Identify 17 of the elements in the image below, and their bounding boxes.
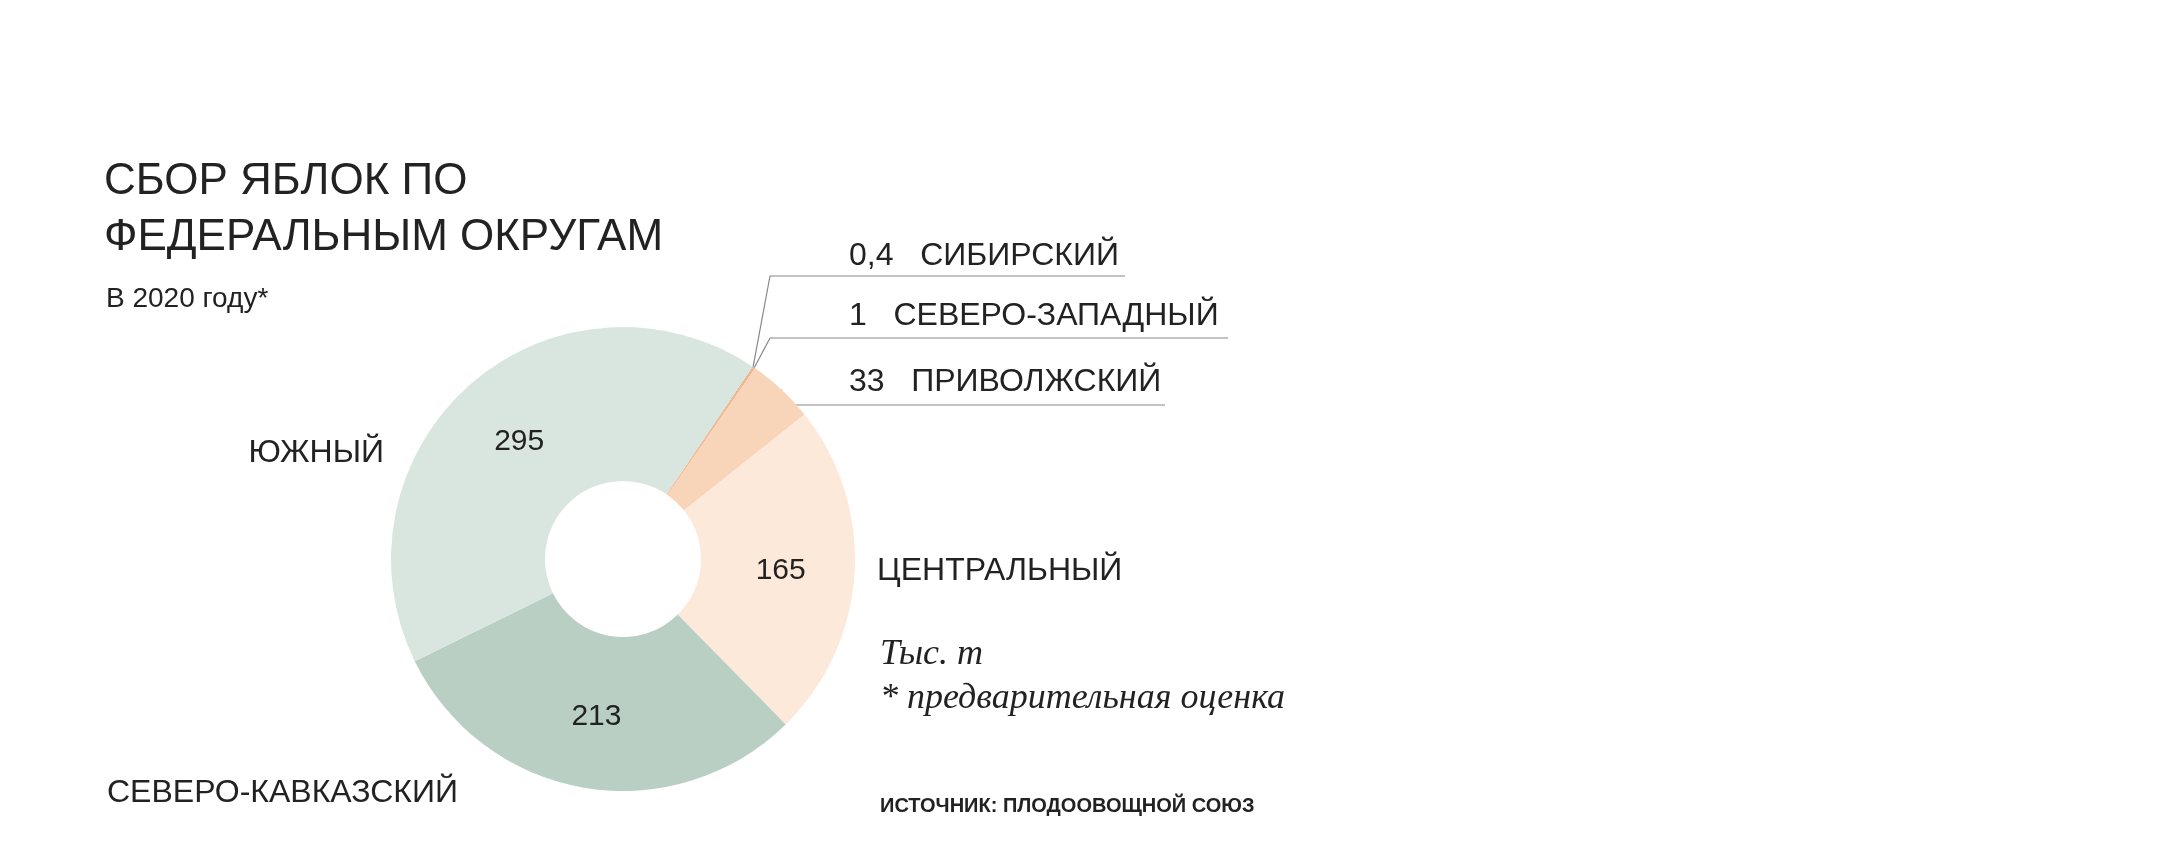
data-label: 0,4 — [849, 236, 894, 272]
data-label: 213 — [571, 698, 622, 732]
data-label: 295 — [494, 423, 545, 457]
data-label: 33 — [849, 362, 885, 398]
data-label: 1 — [849, 296, 867, 332]
text: * предварительная оценка — [880, 676, 1286, 716]
slice-label: СЕВЕРО-КАВКАЗСКИЙ — [107, 773, 458, 809]
slice-label: ПРИВОЛЖСКИЙ — [911, 362, 1162, 398]
slice-label: СИБИРСКИЙ — [920, 236, 1119, 272]
text: ИСТОЧНИК: ПЛОДООВОЩНОЙ СОЮЗ — [880, 793, 1255, 816]
text: В 2020 году* — [106, 281, 269, 313]
text: Тыс. т — [880, 632, 984, 672]
data-label: 165 — [755, 552, 806, 586]
slice-label: ЦЕНТРАЛЬНЫЙ — [877, 551, 1123, 587]
slice-label: ЮЖНЫЙ — [248, 433, 384, 469]
chart-title: СБОР ЯБЛОК ПО ФЕДЕРАЛЬНЫМ ОКРУГАМ — [104, 153, 664, 259]
slice-label: СЕВЕРО-ЗАПАДНЫЙ — [893, 296, 1219, 332]
